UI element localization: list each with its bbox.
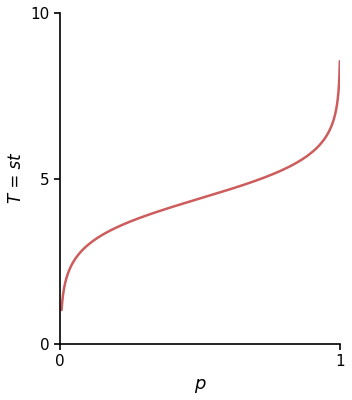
X-axis label: p: p [195,375,206,393]
Y-axis label: T = st: T = st [7,154,25,203]
